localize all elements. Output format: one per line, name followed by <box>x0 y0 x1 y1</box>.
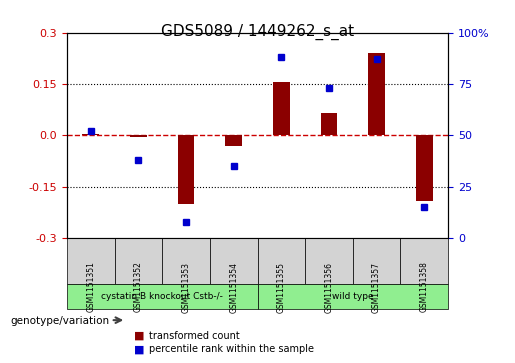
Text: GSM1151352: GSM1151352 <box>134 261 143 313</box>
Text: GSM1151357: GSM1151357 <box>372 261 381 313</box>
FancyBboxPatch shape <box>401 238 448 284</box>
Text: ■: ■ <box>134 331 144 341</box>
Text: GSM1151353: GSM1151353 <box>182 261 191 313</box>
FancyBboxPatch shape <box>67 284 258 309</box>
Text: wild type: wild type <box>332 292 373 301</box>
FancyBboxPatch shape <box>305 238 353 284</box>
FancyBboxPatch shape <box>114 238 162 284</box>
FancyBboxPatch shape <box>162 238 210 284</box>
Bar <box>368 53 385 135</box>
FancyBboxPatch shape <box>258 284 448 309</box>
Text: GSM1151355: GSM1151355 <box>277 261 286 313</box>
Bar <box>416 135 433 201</box>
Text: GSM1151356: GSM1151356 <box>324 261 333 313</box>
Text: ■: ■ <box>134 344 144 354</box>
Text: GSM1151351: GSM1151351 <box>87 261 95 313</box>
Text: transformed count: transformed count <box>149 331 240 341</box>
Text: percentile rank within the sample: percentile rank within the sample <box>149 344 314 354</box>
FancyBboxPatch shape <box>258 238 305 284</box>
Bar <box>321 113 337 135</box>
FancyBboxPatch shape <box>67 238 114 284</box>
FancyBboxPatch shape <box>353 238 401 284</box>
FancyBboxPatch shape <box>210 238 258 284</box>
Text: genotype/variation: genotype/variation <box>10 316 109 326</box>
Text: GDS5089 / 1449262_s_at: GDS5089 / 1449262_s_at <box>161 24 354 40</box>
Bar <box>130 135 147 137</box>
Bar <box>178 135 194 204</box>
Text: GSM1151354: GSM1151354 <box>229 261 238 313</box>
Text: GSM1151358: GSM1151358 <box>420 261 428 313</box>
Bar <box>226 135 242 146</box>
Bar <box>273 82 289 135</box>
Text: cystatin B knockout Cstb-/-: cystatin B knockout Cstb-/- <box>101 292 223 301</box>
Bar <box>82 134 99 135</box>
